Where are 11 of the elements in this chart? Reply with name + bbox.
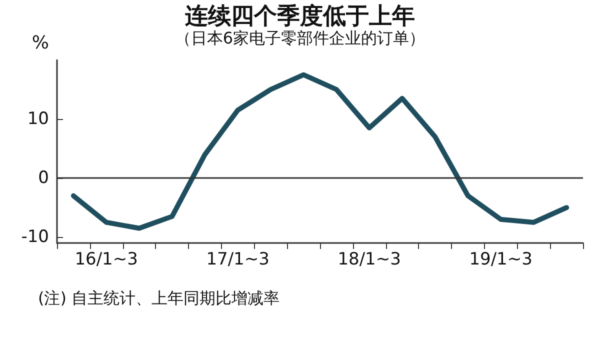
y-tick-label: -10 bbox=[21, 227, 49, 248]
text: (注) 自主统计、上年同期比增减率 bbox=[38, 288, 280, 308]
x-tick-label: 16/1~3 bbox=[74, 250, 138, 270]
x-tick-label: 18/1~3 bbox=[338, 250, 401, 270]
y-tick-label: 10 bbox=[27, 109, 49, 130]
x-tick-label: 17/1~3 bbox=[206, 250, 270, 270]
x-tick-label: 19/1~3 bbox=[469, 250, 532, 270]
chart-title: 连续四个季度低于上年 bbox=[184, 2, 415, 30]
y-axis-title: % bbox=[32, 32, 49, 54]
chart-subtitle: （日本6家电子零部件企业的订单） bbox=[174, 28, 426, 48]
y-tick-label: 0 bbox=[38, 168, 49, 188]
